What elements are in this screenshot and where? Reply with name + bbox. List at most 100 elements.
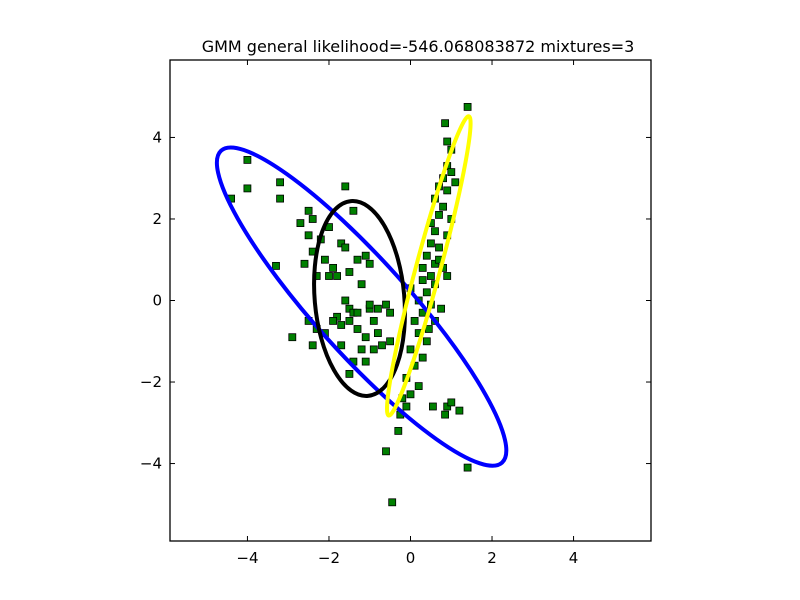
data-point-52 (386, 337, 395, 346)
data-point-26 (341, 182, 350, 191)
x-tick-label: 0 (406, 549, 416, 567)
data-point-56 (353, 308, 362, 317)
data-point-97 (406, 390, 415, 399)
ellipse-component-2 (312, 198, 407, 399)
ellipse-component-3 (385, 114, 473, 418)
data-point-113 (437, 304, 446, 313)
data-point-4 (276, 194, 285, 203)
data-point-55 (337, 341, 346, 350)
data-point-46 (357, 345, 366, 354)
data-point-44 (373, 329, 382, 338)
data-point-40 (373, 304, 382, 313)
data-point-75 (426, 239, 435, 248)
data-point-105 (447, 398, 456, 407)
data-point-99 (402, 402, 411, 411)
x-tick-label: 2 (487, 549, 497, 567)
x-tick-label: −4 (236, 549, 258, 567)
data-point-50 (369, 345, 378, 354)
data-point-51 (378, 341, 386, 350)
data-point-112 (424, 325, 433, 333)
data-point-93 (418, 353, 427, 362)
data-point-35 (333, 312, 342, 321)
scatter-series (227, 103, 472, 507)
data-point-92 (406, 345, 415, 354)
y-tick-label: −4 (140, 455, 162, 473)
data-point-91 (422, 337, 431, 346)
data-point-78 (431, 259, 439, 268)
y-tick-label: 0 (152, 292, 162, 310)
data-point-102 (382, 447, 390, 456)
data-point-104 (443, 402, 452, 411)
data-point-73 (431, 227, 439, 236)
x-tick-label: −2 (318, 549, 340, 567)
data-point-45 (361, 333, 370, 342)
data-point-38 (353, 325, 362, 333)
data-point-17 (337, 239, 346, 248)
data-point-69 (439, 202, 448, 211)
data-point-32 (341, 296, 350, 305)
data-point-5 (296, 219, 305, 228)
data-point-0 (243, 155, 252, 164)
data-point-27 (272, 261, 280, 270)
data-point-48 (345, 369, 354, 378)
data-point-106 (455, 406, 464, 415)
data-point-53 (329, 316, 338, 325)
data-point-19 (345, 268, 354, 276)
data-point-16 (333, 272, 342, 280)
data-point-108 (388, 498, 397, 507)
data-point-36 (337, 321, 346, 329)
data-point-57 (365, 300, 374, 309)
data-point-33 (345, 304, 354, 313)
data-point-58 (441, 119, 450, 128)
data-point-84 (422, 288, 431, 297)
y-tick-label: 4 (152, 128, 162, 146)
data-point-10 (320, 255, 329, 264)
y-tick-label: −2 (140, 373, 162, 391)
data-point-43 (369, 316, 378, 325)
plot-frame (169, 59, 652, 542)
y-axis: −4 −2 0 2 4 (140, 128, 651, 473)
data-point-109 (463, 463, 472, 472)
data-point-37 (345, 316, 354, 325)
data-point-103 (428, 402, 437, 411)
mixture-ellipses (214, 114, 509, 468)
data-point-49 (361, 357, 370, 366)
chart-title: GMM general likelihood=-546.068083872 mi… (202, 37, 635, 56)
data-point-21 (361, 251, 370, 260)
data-point-23 (357, 280, 366, 289)
data-point-96 (414, 382, 423, 391)
data-point-80 (426, 272, 435, 280)
data-point-1 (243, 184, 252, 193)
data-point-18 (341, 243, 350, 252)
x-axis: −4 −2 0 2 4 (236, 60, 578, 567)
data-point-81 (418, 276, 427, 285)
data-point-107 (441, 410, 450, 419)
data-point-111 (418, 263, 427, 272)
data-point-20 (353, 255, 362, 264)
data-point-13 (300, 259, 309, 268)
data-point-12 (325, 272, 333, 280)
y-tick-label: 2 (152, 210, 162, 228)
data-point-8 (304, 231, 313, 240)
data-point-63 (447, 168, 456, 177)
data-point-101 (394, 426, 403, 435)
data-point-83 (443, 272, 452, 280)
data-point-25 (349, 206, 358, 215)
data-point-22 (365, 259, 374, 268)
ellipse-component-1 (214, 145, 509, 468)
x-tick-label: 4 (569, 549, 579, 567)
data-point-77 (422, 251, 431, 260)
data-point-89 (410, 316, 419, 325)
data-point-7 (308, 215, 317, 223)
data-point-31 (308, 341, 317, 350)
data-point-67 (443, 186, 452, 195)
data-point-3 (276, 178, 285, 187)
data-point-42 (386, 308, 395, 317)
data-point-41 (382, 300, 390, 309)
data-point-30 (288, 333, 297, 342)
data-point-70 (435, 210, 443, 219)
data-point-66 (451, 178, 460, 187)
data-point-76 (435, 243, 443, 252)
data-point-6 (304, 206, 313, 215)
